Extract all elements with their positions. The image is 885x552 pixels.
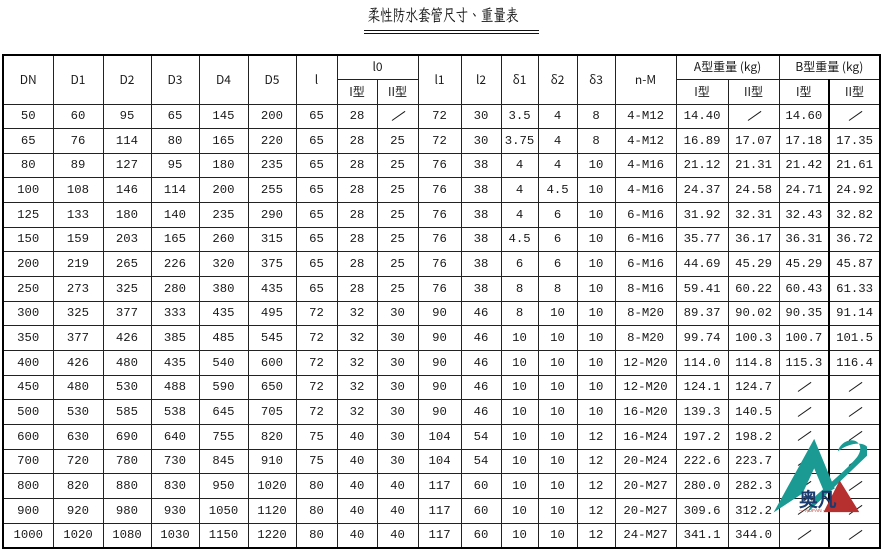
svg-text:— AOFAN —: — AOFAN —	[799, 508, 828, 513]
svg-text:奥凡: 奥凡	[799, 488, 837, 510]
